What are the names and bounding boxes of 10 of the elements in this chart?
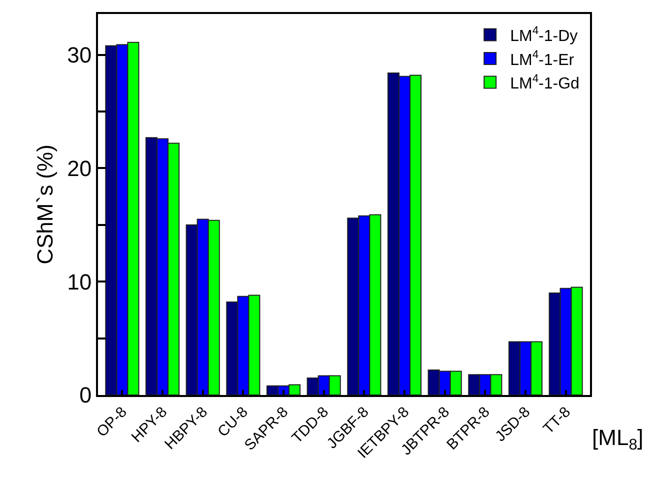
x-tick-label: TT-8 (540, 404, 574, 438)
y-tick-label: 20 (67, 156, 92, 181)
y-axis-title: CShM`s (%) (32, 144, 58, 264)
y-tick-label: 30 (67, 42, 92, 68)
legend-label: LM$^{4}$-1-Gd (510, 72, 580, 93)
x-axis-title: [ML$_{8}$] (592, 425, 644, 454)
legend-label: LM$^{4}$-1-Dy (510, 25, 578, 45)
legend-label: LM$^{4}$-1-Er (510, 49, 575, 69)
y-tick-label: 10 (67, 269, 92, 294)
y-tick-label: 0 (79, 382, 92, 408)
